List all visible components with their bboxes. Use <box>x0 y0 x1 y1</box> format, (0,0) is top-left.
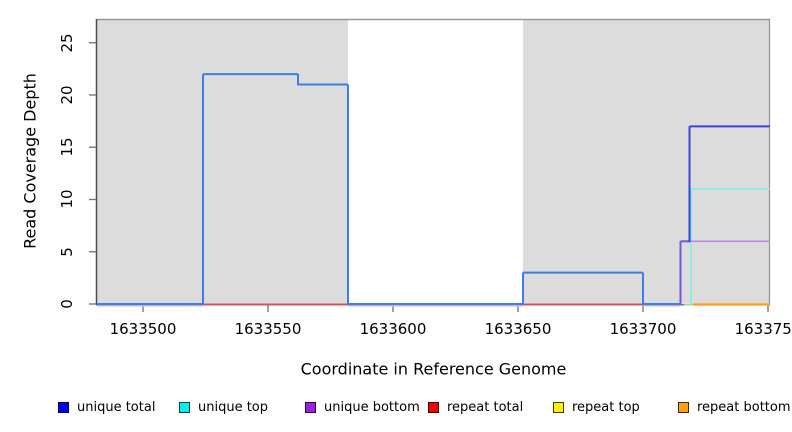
legend-swatch-icon <box>179 401 190 413</box>
x-tick-label: 1633550 <box>234 320 302 338</box>
y-tick-label: 10 <box>58 189 76 210</box>
y-tick-label: 5 <box>58 246 76 257</box>
y-tick-label: 0 <box>58 299 76 309</box>
legend-label: unique top <box>198 399 269 415</box>
x-axis-title: Coordinate in Reference Genome <box>300 359 567 379</box>
x-tick-label: 1633700 <box>609 320 677 338</box>
shaded-repeat-region <box>97 20 348 304</box>
legend-item-repeat-top: repeat top <box>553 399 640 415</box>
legend-swatch-icon <box>678 401 689 413</box>
y-tick-label: 25 <box>58 33 76 53</box>
y-tick-label: 15 <box>58 137 76 157</box>
legend-label: repeat total <box>447 399 524 415</box>
legend-item-unique-total: unique total <box>58 399 155 415</box>
x-tick-label: 1633650 <box>484 320 552 338</box>
legend-swatch-icon <box>305 401 316 413</box>
legend-item-repeat-total: repeat total <box>428 399 523 415</box>
legend-label: unique bottom <box>324 399 420 415</box>
y-tick-label: 20 <box>58 85 76 105</box>
x-tick-label: 1633600 <box>359 320 427 338</box>
legend-label: repeat top <box>572 399 640 415</box>
x-tick-label: 1633500 <box>109 320 177 338</box>
y-axis-title: Read Coverage Depth <box>20 73 40 249</box>
legend-swatch-icon <box>58 401 69 413</box>
legend-item-unique-bottom: unique bottom <box>305 399 420 415</box>
legend-swatch-icon <box>553 401 564 413</box>
legend-item-repeat-bottom: repeat bottom <box>678 399 791 415</box>
legend-item-unique-top: unique top <box>179 399 268 415</box>
legend-label: unique total <box>77 399 156 415</box>
legend-label: repeat bottom <box>697 399 791 415</box>
shaded-repeat-region <box>523 20 770 304</box>
legend-swatch-icon <box>428 401 439 413</box>
